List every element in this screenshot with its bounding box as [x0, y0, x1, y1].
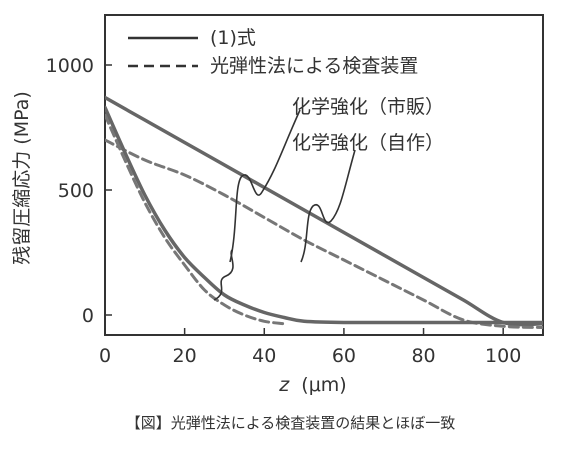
- plot-frame: [104, 14, 544, 336]
- leader-commercial: [229, 109, 301, 263]
- annotation-commercial: 化学強化（市販）: [292, 96, 444, 118]
- series-市販-solid-line: [105, 95, 543, 327]
- x-axis-variable: z: [278, 374, 290, 396]
- x-tick-label: 0: [99, 345, 111, 367]
- y-tick-label: 1000: [46, 55, 94, 77]
- chart: 0 20 40 60 80 100 0 500 1000 残留圧縮応力 (MPa) z (μm…: [11, 14, 544, 396]
- x-tick-label: 100: [485, 345, 521, 367]
- x-tick-label: 20: [173, 345, 197, 367]
- x-tick-label: 40: [252, 345, 276, 367]
- figure-caption: 【図】光弾性法による検査装置の結果とほぼ一致: [125, 414, 456, 432]
- legend: (1)式 光弾性法による検査装置: [128, 27, 418, 77]
- y-tick-label: 500: [58, 180, 94, 202]
- legend-dashed-label: 光弾性法による検査装置: [210, 55, 418, 77]
- series-自作-solid-line: [105, 105, 543, 325]
- brace-commercial: [213, 249, 234, 301]
- figure: 0 20 40 60 80 100 0 500 1000 残留圧縮応力 (MPa) z (μm…: [11, 14, 544, 396]
- x-axis-unit: (μm): [301, 374, 346, 396]
- annotation-homemade: 化学強化（自作）: [292, 132, 444, 154]
- x-tick-label: 60: [332, 345, 356, 367]
- legend-solid-label: (1)式: [210, 27, 256, 49]
- series-市販-dashed-line: [105, 138, 543, 329]
- x-tick-label: 80: [411, 345, 435, 367]
- series-自作-dashed-line: [105, 113, 286, 326]
- y-tick-label: 0: [82, 305, 94, 327]
- y-axis-title: 残留圧縮応力 (MPa): [11, 91, 33, 265]
- leader-homemade: [300, 149, 356, 263]
- x-axis-title: z (μm): [278, 374, 346, 396]
